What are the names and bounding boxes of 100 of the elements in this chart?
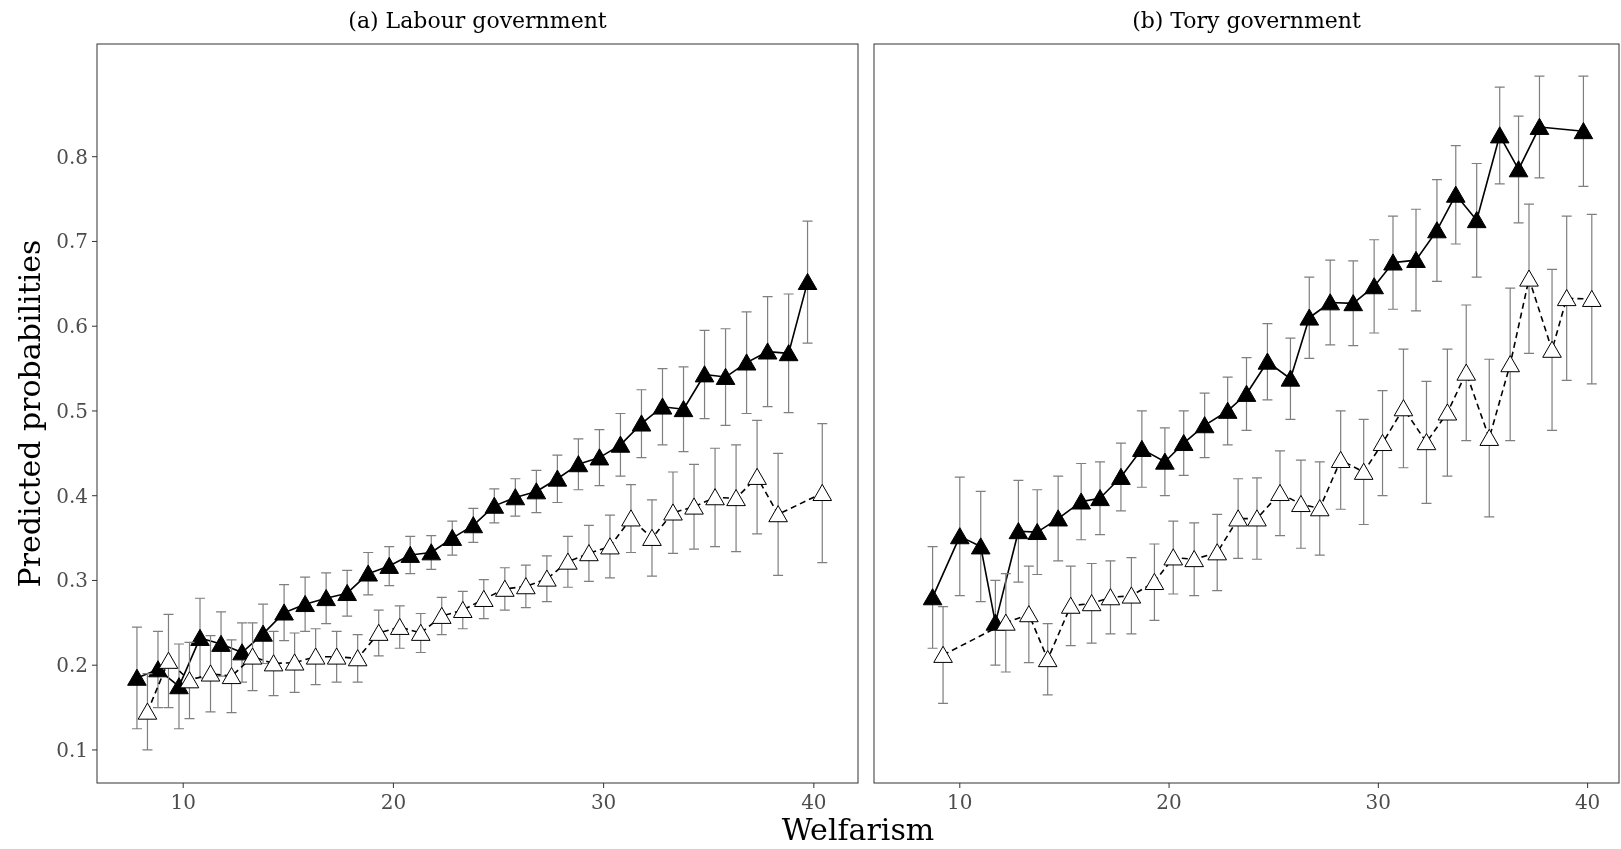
point [1489, 126, 1510, 144]
point [1581, 289, 1602, 307]
point [326, 647, 347, 665]
point [1427, 221, 1447, 239]
chart-title: (a) Labour government [348, 8, 607, 33]
point [1291, 494, 1311, 513]
y-tick-label: 0.3 [56, 568, 88, 593]
point [1343, 294, 1364, 312]
point [1194, 416, 1215, 434]
point [663, 503, 683, 521]
point [505, 488, 526, 506]
point [452, 600, 473, 618]
point [768, 505, 788, 523]
point [305, 647, 326, 665]
y-tick-label: 0.2 [56, 653, 88, 678]
point [1364, 277, 1384, 295]
point [736, 353, 757, 371]
point [558, 552, 578, 570]
point [1008, 522, 1029, 540]
point [1027, 522, 1048, 541]
x-tick-label: 30 [590, 790, 617, 814]
point [1111, 467, 1131, 485]
x-tick-label: 40 [801, 790, 827, 814]
y-axis-title: Predicted probabilities [12, 239, 47, 588]
point [1071, 492, 1091, 510]
point [797, 272, 818, 291]
point [1144, 572, 1165, 591]
point [1456, 363, 1477, 381]
point [1519, 269, 1539, 287]
chart-title: (b) Tory government [1132, 8, 1362, 33]
point [1173, 433, 1194, 452]
point [1393, 399, 1414, 417]
point [358, 564, 378, 582]
point [1500, 355, 1520, 373]
point [253, 624, 273, 642]
y-tick-label: 0.7 [56, 229, 88, 254]
x-tick-label: 10 [947, 790, 973, 814]
point [1037, 650, 1058, 668]
point [211, 634, 231, 652]
x-tick-label: 20 [1156, 790, 1182, 814]
point [684, 497, 704, 515]
point [673, 400, 694, 418]
point [516, 577, 536, 595]
point [127, 668, 147, 686]
point [1529, 117, 1550, 135]
point [705, 488, 725, 506]
x-axis-title: Welfarism [781, 812, 935, 847]
point [389, 617, 410, 635]
point [600, 537, 620, 555]
point [137, 702, 158, 720]
x-tick-label: 40 [1574, 790, 1601, 814]
point [922, 588, 943, 606]
point [1280, 369, 1301, 387]
point [474, 589, 494, 607]
point [200, 664, 221, 682]
point [431, 606, 452, 624]
point [169, 677, 189, 695]
point [1320, 293, 1341, 311]
point [537, 569, 557, 587]
point [1090, 489, 1110, 507]
point [274, 603, 294, 621]
point [1257, 352, 1278, 370]
point [242, 647, 263, 665]
point [1479, 428, 1500, 446]
point [996, 613, 1016, 631]
point [1573, 122, 1594, 140]
point [1508, 160, 1529, 178]
point [158, 651, 179, 669]
point [970, 537, 991, 555]
point [1383, 253, 1403, 271]
point [368, 623, 389, 641]
point [410, 623, 431, 641]
point [1121, 586, 1142, 604]
point [694, 365, 715, 383]
point [337, 583, 357, 602]
point [621, 509, 641, 527]
x-tick-label: 30 [1365, 790, 1392, 814]
point [284, 653, 305, 671]
point [589, 448, 610, 466]
point [610, 435, 631, 453]
point [1270, 483, 1290, 502]
y-tick-label: 0.8 [56, 144, 88, 169]
point [1556, 289, 1577, 307]
point [757, 342, 778, 360]
point [1416, 433, 1437, 451]
point [1406, 250, 1426, 268]
point [1228, 509, 1248, 527]
point [715, 367, 736, 385]
point [1445, 185, 1466, 203]
point [400, 545, 421, 563]
point [1100, 588, 1121, 606]
point [1132, 439, 1152, 457]
point [652, 397, 673, 415]
point [190, 628, 210, 646]
point [526, 482, 547, 500]
y-tick-label: 0.4 [56, 483, 88, 508]
point [726, 489, 746, 507]
point [1247, 509, 1267, 527]
point [1048, 509, 1068, 527]
point [1019, 605, 1039, 623]
